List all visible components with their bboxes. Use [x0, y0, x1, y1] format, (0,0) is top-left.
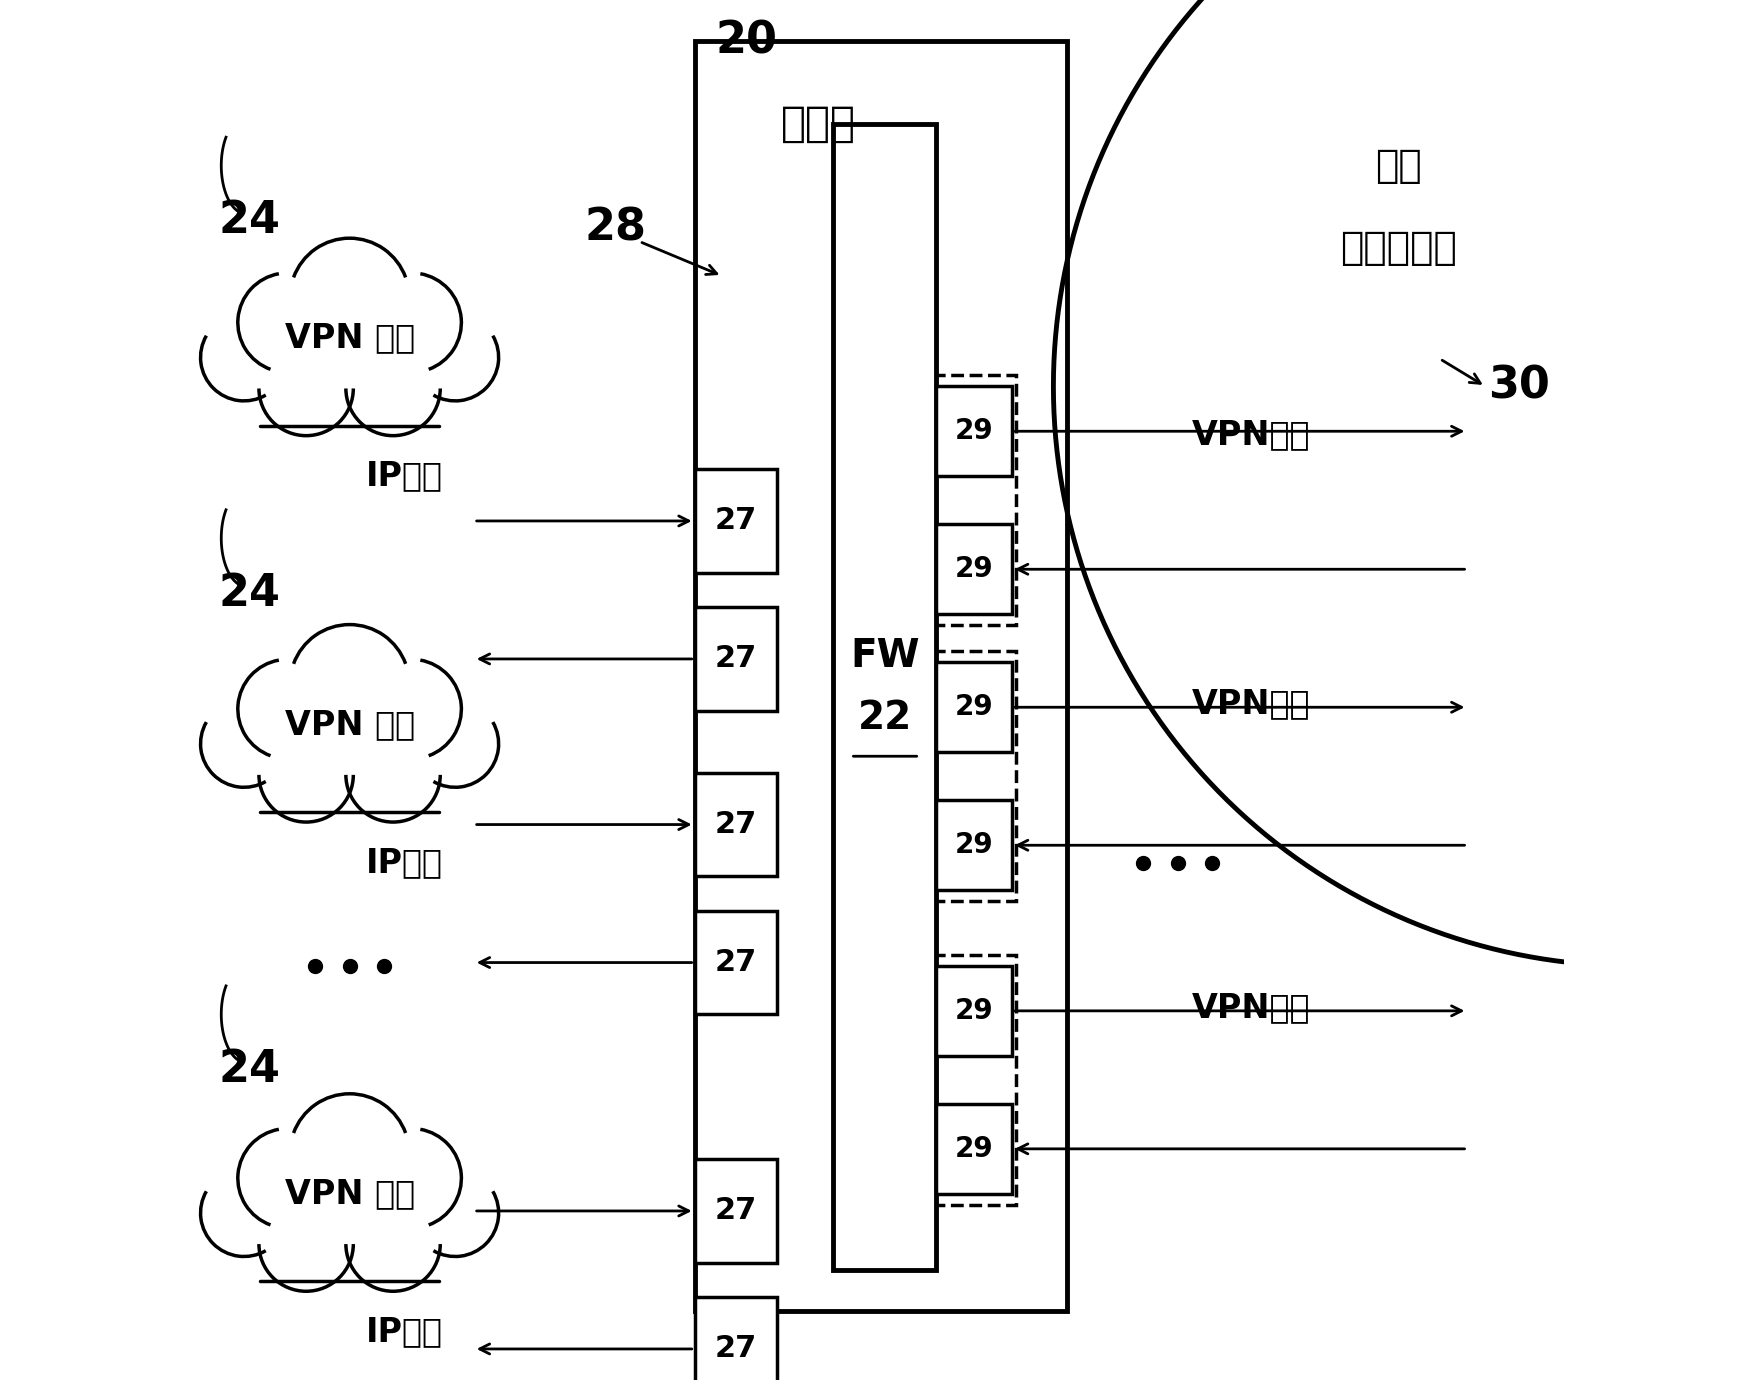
- Text: VPN 站点: VPN 站点: [285, 322, 414, 355]
- Text: VPN业务: VPN业务: [1192, 418, 1309, 451]
- Text: 27: 27: [715, 810, 757, 839]
- FancyBboxPatch shape: [694, 607, 778, 711]
- Text: 28: 28: [584, 206, 647, 250]
- FancyBboxPatch shape: [937, 386, 1012, 476]
- Text: FW: FW: [850, 636, 919, 675]
- Text: 22: 22: [858, 698, 912, 737]
- Text: 27: 27: [715, 948, 757, 977]
- Ellipse shape: [213, 1101, 486, 1312]
- Text: 29: 29: [954, 831, 993, 860]
- Text: 24: 24: [218, 1047, 280, 1092]
- Text: IP业务: IP业务: [367, 460, 444, 493]
- FancyBboxPatch shape: [694, 773, 778, 876]
- FancyBboxPatch shape: [832, 124, 937, 1270]
- Text: 路由器: 路由器: [781, 104, 857, 145]
- FancyBboxPatch shape: [694, 911, 778, 1014]
- Text: 24: 24: [218, 571, 280, 615]
- Text: VPN业务: VPN业务: [1192, 687, 1309, 720]
- FancyBboxPatch shape: [937, 800, 1012, 890]
- Text: VPN 站点: VPN 站点: [285, 1177, 414, 1210]
- FancyBboxPatch shape: [937, 662, 1012, 752]
- Text: 30: 30: [1488, 364, 1550, 408]
- FancyBboxPatch shape: [694, 469, 778, 573]
- FancyBboxPatch shape: [694, 1297, 778, 1380]
- Text: VPN 站点: VPN 站点: [285, 708, 414, 741]
- Text: 27: 27: [715, 644, 757, 673]
- Text: 29: 29: [954, 996, 993, 1025]
- Text: 29: 29: [954, 1134, 993, 1163]
- Text: IP业务: IP业务: [367, 1315, 444, 1348]
- Text: 27: 27: [715, 506, 757, 535]
- FancyBboxPatch shape: [937, 524, 1012, 614]
- Text: 20: 20: [715, 19, 778, 62]
- Text: 服务: 服务: [1376, 146, 1421, 185]
- Text: VPN业务: VPN业务: [1192, 991, 1309, 1024]
- Text: 29: 29: [954, 693, 993, 722]
- Text: 27: 27: [715, 1334, 757, 1363]
- FancyBboxPatch shape: [694, 1159, 778, 1263]
- Text: 29: 29: [954, 417, 993, 446]
- FancyBboxPatch shape: [937, 966, 1012, 1056]
- Text: 24: 24: [218, 199, 280, 243]
- Ellipse shape: [213, 246, 486, 457]
- Text: IP业务: IP业务: [367, 846, 444, 879]
- Text: 27: 27: [715, 1196, 757, 1225]
- Ellipse shape: [213, 632, 486, 843]
- FancyBboxPatch shape: [937, 1104, 1012, 1194]
- Text: 提供方网络: 提供方网络: [1341, 229, 1456, 268]
- Text: 29: 29: [954, 555, 993, 584]
